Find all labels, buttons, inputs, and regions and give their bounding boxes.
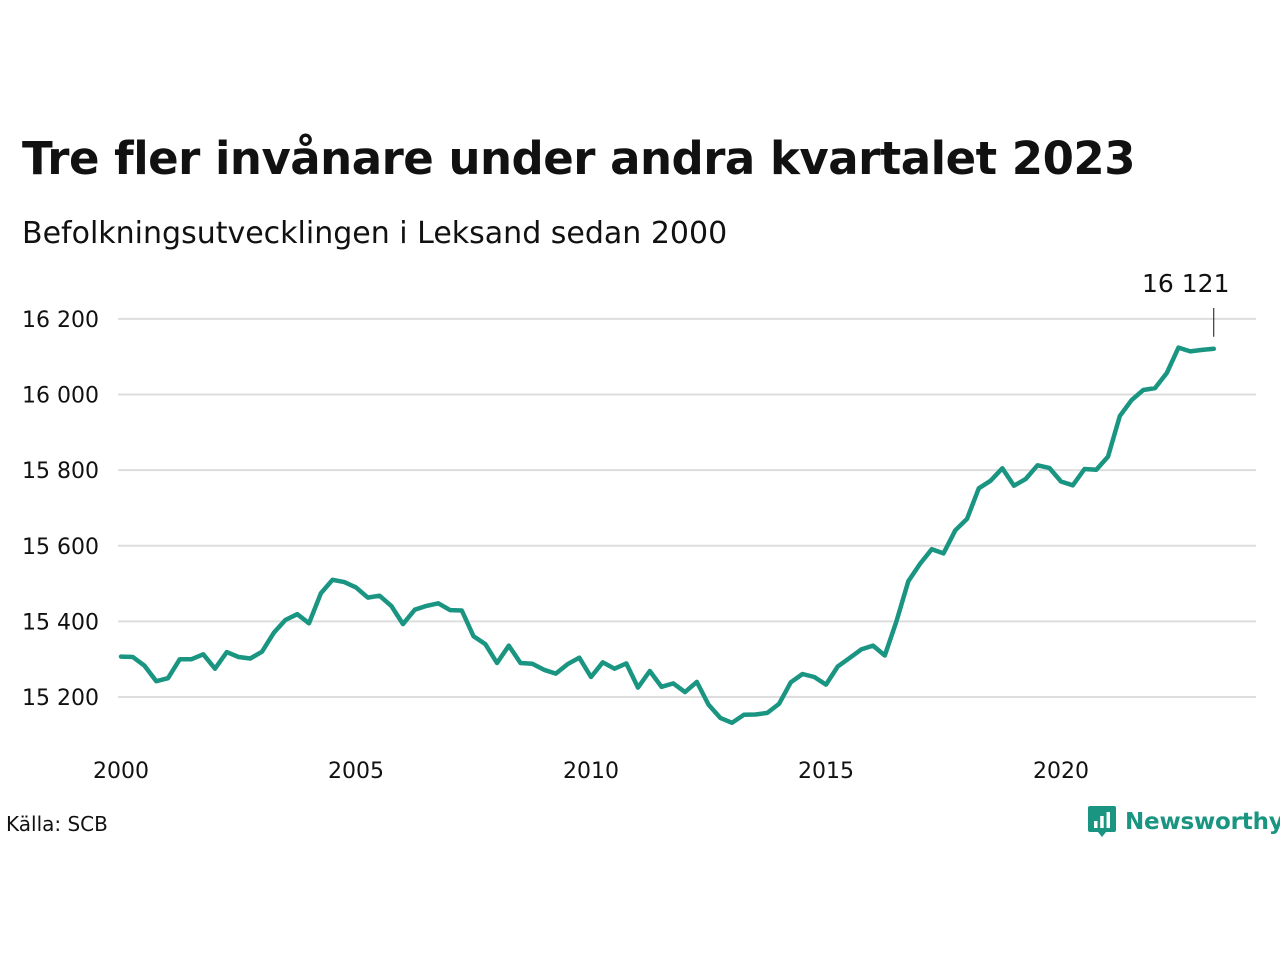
x-axis-ticks: 2000 2005 2010 2015 2020 [93,759,1089,784]
x-tick-label: 2010 [563,759,619,784]
y-tick-label: 15 400 [22,610,99,635]
y-tick-label: 15 800 [22,459,99,484]
newsworthy-logo-icon [1088,806,1116,837]
x-tick-label: 2020 [1033,759,1089,784]
last-value-label: 16 121 [1142,270,1229,298]
brand-logo[interactable]: Newsworthy [1087,804,1280,840]
population-line-chart: 15 200 15 400 15 600 15 800 16 000 16 200 200… [22,270,1256,784]
source-note: Källa: SCB [6,812,108,836]
chart-subtitle: Befolkningsutvecklingen i Leksand sedan … [22,216,728,251]
brand-name: Newsworthy [1125,809,1280,835]
y-tick-label: 15 600 [22,535,99,560]
population-series-line [118,345,1217,726]
chart-title: Tre fler invånare under andra kvartalet … [22,132,1136,185]
y-tick-label: 16 000 [22,384,99,409]
x-tick-label: 2015 [798,759,854,784]
y-axis-ticks: 15 200 15 400 15 600 15 800 16 000 16 200 [22,308,99,711]
x-tick-label: 2005 [328,759,384,784]
y-tick-label: 16 200 [22,308,99,333]
grid-lines [118,317,1256,699]
x-tick-label: 2000 [93,759,149,784]
y-tick-label: 15 200 [22,686,99,711]
